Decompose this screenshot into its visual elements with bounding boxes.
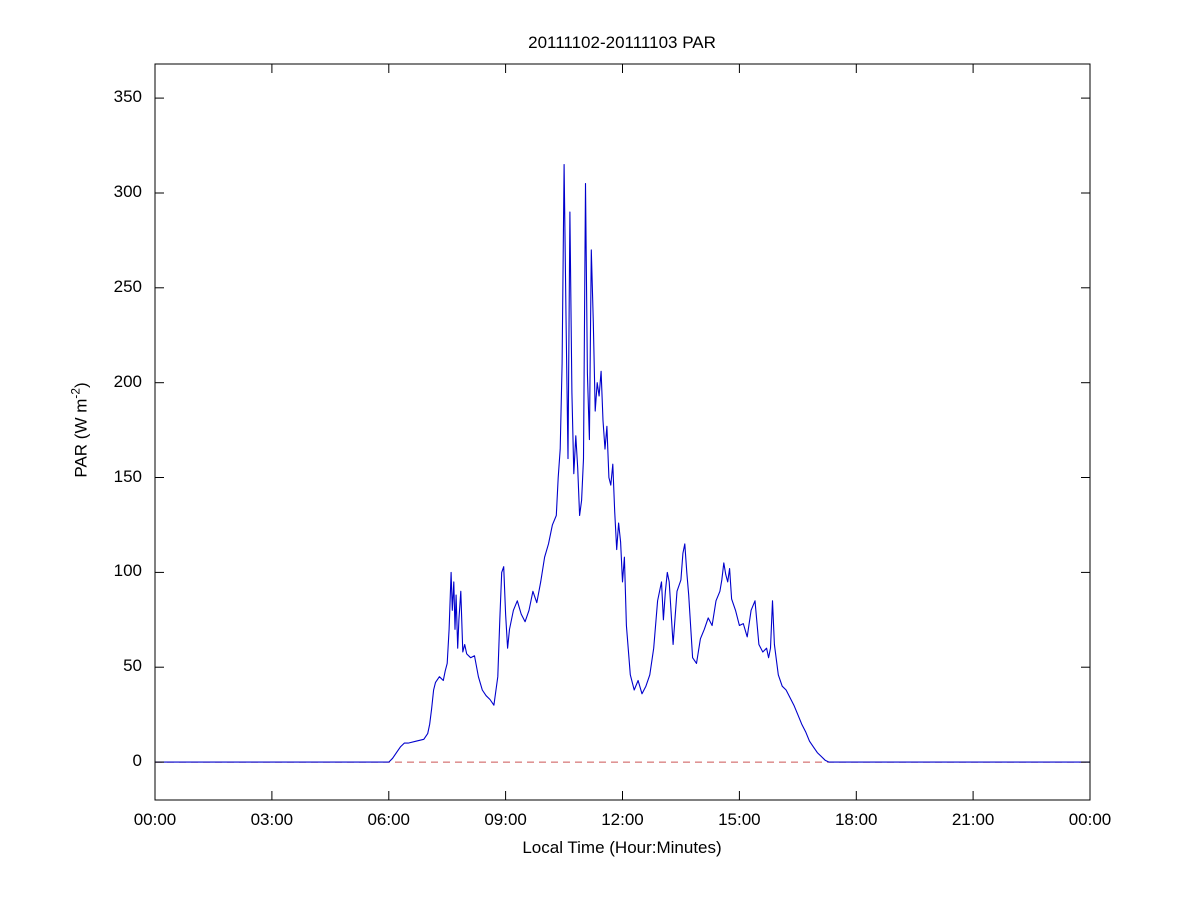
y-tick-label: 150	[113, 466, 142, 486]
x-tick-label: 06:00	[367, 810, 411, 829]
x-axis-label: Local Time (Hour:Minutes)	[522, 838, 722, 857]
par-data-line	[155, 163, 1090, 763]
y-tick-label: 200	[113, 371, 142, 391]
x-tick-label: 03:00	[250, 810, 294, 829]
x-tick-label: 21:00	[951, 810, 995, 829]
chart-title: 20111102-20111103 PAR	[528, 33, 716, 52]
y-tick-label: 300	[113, 181, 142, 201]
x-tick-label: 00:00	[1068, 810, 1112, 829]
x-tick-label: 18:00	[834, 810, 878, 829]
x-tick-label: 12:00	[601, 810, 644, 829]
y-axis-label: PAR (W m-2)	[69, 382, 92, 477]
x-tick-label: 15:00	[718, 810, 761, 829]
y-tick-label: 100	[113, 561, 142, 581]
y-axis-label-superscript: -2	[68, 388, 83, 399]
axes-box	[154, 63, 1091, 801]
y-tick-label: 50	[123, 656, 142, 676]
x-tick-label: 09:00	[484, 810, 527, 829]
x-tick-label: 00:00	[133, 810, 177, 829]
y-tick-label: 250	[113, 276, 142, 296]
y-tick-label: 350	[113, 87, 142, 107]
y-tick-label: 0	[132, 751, 142, 771]
